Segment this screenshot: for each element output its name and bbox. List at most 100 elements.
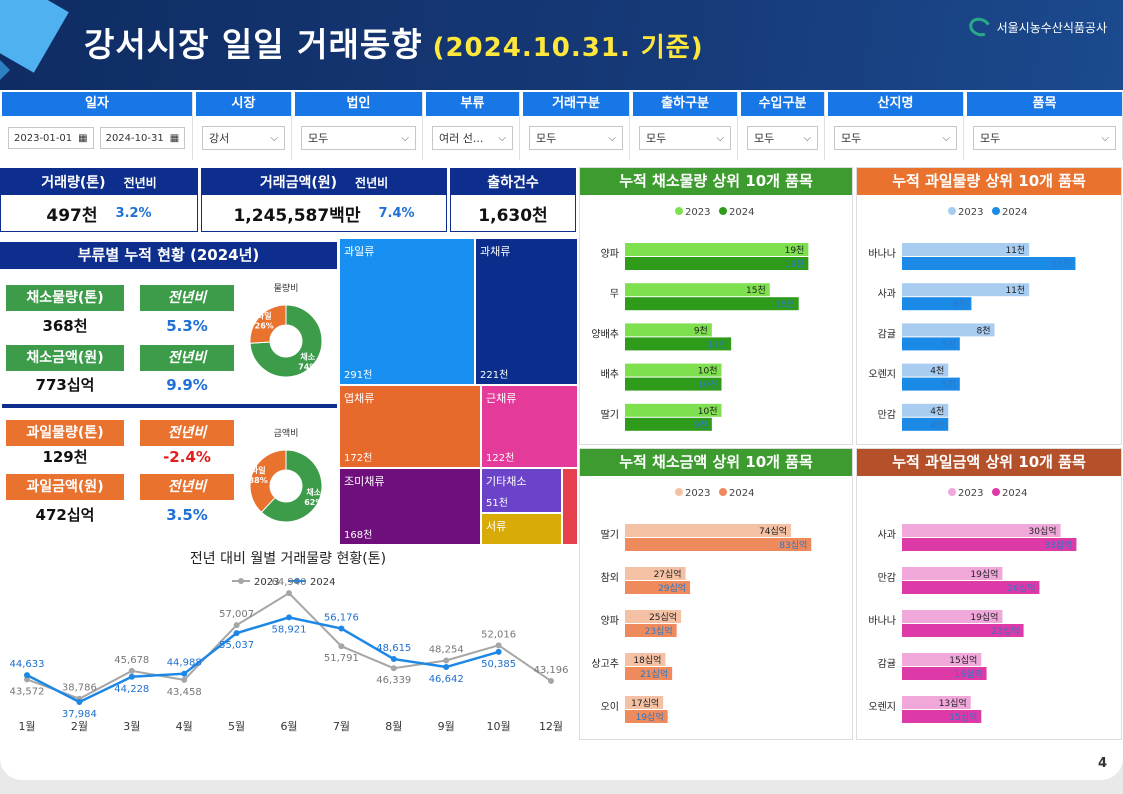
fruit-volume-pct: -2.4% (163, 448, 211, 466)
filter-body: 모두 ⌵ (523, 116, 629, 160)
legend-marker (294, 578, 300, 584)
veg-amount-pct: 9.9% (166, 376, 208, 394)
filter-dropdown[interactable]: 모두 ⌵ (529, 126, 623, 150)
bar-2024 (902, 581, 1040, 594)
donut-label: 채소 (306, 487, 321, 497)
fruit-volume-value: 129천 (42, 448, 88, 466)
x-tick-label: 5월 (228, 720, 245, 733)
category-label: 바나나 (868, 615, 896, 627)
legend-label: 2024 (1002, 488, 1027, 499)
bar-label: 6천 (953, 299, 967, 310)
bar-2023 (625, 653, 666, 666)
chevron-down-icon: ⌵ (608, 132, 616, 144)
bar-2023 (902, 323, 995, 337)
treemap-label: 과채류 (480, 245, 511, 258)
bar-2023 (625, 610, 682, 623)
bar-label: 13십억 (939, 697, 967, 709)
filter-body: 모두 ⌵ (295, 116, 422, 160)
bar-2023 (902, 610, 1003, 623)
x-tick-label: 7월 (333, 720, 350, 733)
bar-label: 19십억 (970, 611, 998, 623)
date-end-input[interactable]: 2024-10-31 ▦ (99, 127, 186, 149)
category-title: 부류별 누적 현황 (2024년) (0, 242, 337, 269)
treemap-value: 122천 (486, 453, 515, 464)
chart-title: 전년 대비 월별 거래물량 현황(톤) (190, 551, 386, 567)
filter-dropdown[interactable]: 모두 ⌵ (301, 126, 416, 150)
bar-2023 (902, 696, 971, 709)
filter-label: 시장 (196, 92, 291, 116)
legend-label: 2024 (310, 577, 335, 588)
bar-2023 (625, 524, 792, 537)
bar-label: 26십억 (1007, 582, 1035, 594)
filter-dropdown[interactable]: 여러 선... ⌵ (432, 126, 513, 150)
bar-2023 (902, 524, 1061, 537)
bar-label: 23십억 (992, 625, 1020, 637)
treemap-cell-엽채류: 엽채류 172천 (340, 386, 480, 467)
data-point (128, 667, 135, 674)
filter-body: 모두 ⌵ (633, 116, 737, 160)
bar-2023 (625, 696, 664, 709)
filter-dropdown[interactable]: 강서 ⌵ (202, 126, 285, 150)
data-point (338, 643, 345, 650)
data-point (181, 676, 188, 683)
treemap-cell-과일류: 과일류 291천 (340, 239, 474, 384)
filter-4: 거래구분 모두 ⌵ (523, 92, 630, 160)
bar-label: 23십억 (645, 625, 673, 637)
filter-7: 산지명 모두 ⌵ (828, 92, 964, 160)
x-tick-label: 10월 (487, 720, 511, 733)
bar-2024 (625, 581, 691, 594)
bar-label: 10천 (698, 366, 718, 377)
veg-amount-value: 773십억 (35, 376, 95, 394)
data-label: 64,940 (272, 577, 307, 588)
bar-label: 29십억 (658, 582, 686, 594)
filter-dropdown[interactable]: 모두 ⌵ (747, 126, 818, 150)
filter-dropdown[interactable]: 모두 ⌵ (973, 126, 1116, 150)
legend-label: 2023 (254, 577, 279, 588)
header-decoration (0, 40, 10, 90)
bar-label: 15십억 (949, 711, 977, 723)
bar-panel-title: 누적 과일금액 상위 10개 품목 (857, 449, 1121, 476)
donut-slice-과일 (249, 449, 287, 513)
data-point (390, 656, 397, 663)
bar-panel-4: 누적 과일금액 상위 10개 품목 2023 2024 사과 30십억 33십억 만감 19십… (856, 448, 1122, 740)
filter-body: 모두 ⌵ (741, 116, 824, 160)
bar-2023 (902, 567, 1003, 580)
bar-panel-title: 누적 과일물량 상위 10개 품목 (857, 168, 1121, 195)
bar-2024 (625, 624, 677, 637)
treemap-cell-과채류: 과채류 221천 (476, 239, 577, 384)
fruit-volume-cmp-label: 전년비 (140, 420, 234, 446)
data-point (286, 590, 292, 597)
data-point (128, 673, 135, 680)
divider (2, 404, 337, 408)
header-banner (0, 0, 1123, 90)
bar-label: 9천 (694, 325, 708, 336)
bar-panel-title: 누적 채소물량 상위 10개 품목 (580, 168, 852, 195)
filter-label: 법인 (295, 92, 422, 116)
chart-legend: 2023 2024 (232, 577, 335, 588)
filter-label: 수입구분 (741, 92, 824, 116)
filter-dropdown[interactable]: 모두 ⌵ (834, 126, 957, 150)
legend-label: 2024 (1002, 207, 1027, 218)
org-name: 서울시농수산식품공사 (996, 20, 1107, 35)
bar-label: 83십억 (779, 539, 807, 551)
date-start-input[interactable]: 2023-01-01 ▦ (8, 127, 94, 149)
donut-slice-채소 (260, 449, 323, 523)
data-label: 46,339 (376, 675, 411, 686)
data-point (24, 672, 30, 679)
category-label: 감귤 (878, 328, 896, 340)
data-point (76, 698, 83, 705)
legend-label: 2024 (729, 207, 754, 218)
treemap-value: 221천 (480, 370, 509, 381)
treemap-label: 엽채류 (344, 392, 375, 405)
bar-label: 4천 (930, 420, 944, 431)
bar-label: 10천 (698, 380, 718, 391)
donut-label: 과일 (251, 465, 266, 475)
filter-dropdown[interactable]: 모두 ⌵ (639, 126, 731, 150)
bar-label: 4천 (930, 406, 944, 417)
bar-2024 (625, 257, 809, 270)
kpi-value: 1,245,587백만 (233, 206, 361, 226)
legend-marker (948, 207, 956, 215)
